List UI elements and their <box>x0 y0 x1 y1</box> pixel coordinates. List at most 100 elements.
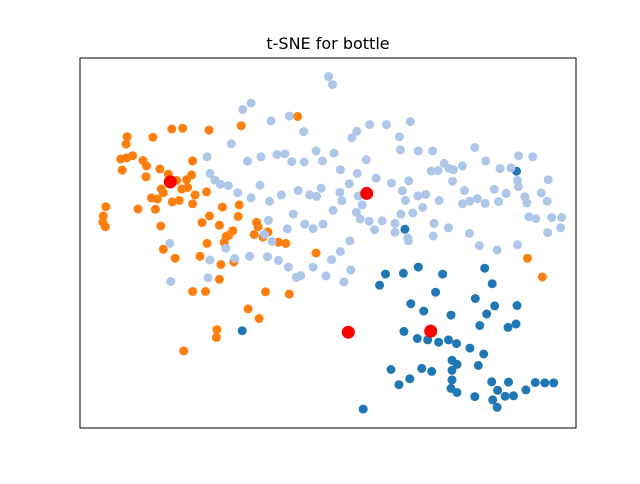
scatter-point-series-2-86 <box>522 198 532 208</box>
scatter-point-series-2-100 <box>428 231 438 241</box>
scatter-point-series-2-136 <box>264 215 273 225</box>
scatter-point-series-2-92 <box>557 213 567 222</box>
scatter-point-series-2-70 <box>371 173 381 183</box>
scatter-point-series-2-99 <box>429 218 439 228</box>
scatter-point-series-2-93 <box>531 214 541 224</box>
scatter-point-series-2-38 <box>357 200 367 210</box>
scatter-point-series-2-125 <box>308 224 318 234</box>
scatter-point-series-0-45 <box>500 391 510 401</box>
scatter-point-series-2-67 <box>344 179 354 189</box>
scatter-point-series-2-131 <box>377 216 387 226</box>
scatter-point-series-2-123 <box>282 224 292 234</box>
points-layer <box>98 72 567 414</box>
scatter-point-series-2-20 <box>481 156 491 166</box>
scatter-point-series-2-24 <box>528 152 538 162</box>
scatter-point-series-1-66 <box>201 287 210 296</box>
scatter-point-series-2-134 <box>267 237 277 246</box>
scatter-point-series-1-0 <box>293 112 303 121</box>
scatter-point-series-0-31 <box>386 365 396 374</box>
scatter-point-series-1-73 <box>211 332 221 342</box>
scatter-point-series-2-53 <box>210 175 220 185</box>
scatter-point-series-1-14 <box>141 172 151 182</box>
scatter-point-series-2-21 <box>495 164 505 174</box>
scatter-point-series-1-61 <box>170 253 180 263</box>
scatter-point-series-1-7 <box>121 139 131 149</box>
scatter-point-series-0-39 <box>473 361 483 370</box>
scatter-point-series-2-102 <box>370 225 380 235</box>
scatter-point-series-2-25 <box>543 175 553 185</box>
scatter-point-series-0-42 <box>493 385 503 395</box>
scatter-point-series-1-65 <box>214 274 224 284</box>
scatter-point-series-1-11 <box>122 153 132 163</box>
scatter-point-series-0-16 <box>482 309 492 319</box>
scatter-point-series-1-19 <box>188 156 198 166</box>
scatter-point-series-2-95 <box>492 245 502 255</box>
scatter-point-series-1-20 <box>187 170 197 180</box>
plot-area <box>80 58 576 428</box>
scatter-point-series-1-60 <box>158 244 168 254</box>
scatter-point-series-0-11 <box>446 310 456 320</box>
centroid-marker-2 <box>341 325 355 339</box>
scatter-point-series-2-75 <box>421 190 431 199</box>
scatter-point-series-2-43 <box>316 183 326 193</box>
scatter-point-series-0-23 <box>423 335 433 345</box>
scatter-point-series-0-34 <box>417 363 427 373</box>
scatter-point-series-2-71 <box>387 178 396 188</box>
scatter-point-series-2-120 <box>165 238 175 248</box>
scatter-point-series-0-1 <box>400 224 410 234</box>
scatter-point-series-2-66 <box>335 165 345 175</box>
scatter-point-series-2-91 <box>556 223 566 233</box>
scatter-point-series-1-41 <box>146 193 156 203</box>
scatter-point-series-2-109 <box>308 262 318 272</box>
scatter-point-series-1-54 <box>101 202 111 212</box>
scatter-point-series-0-25 <box>452 339 461 349</box>
scatter-point-series-2-50 <box>233 188 243 198</box>
scatter-point-series-2-58 <box>256 152 266 162</box>
scatter-point-series-2-42 <box>312 191 322 201</box>
scatter-point-series-1-24 <box>188 199 198 209</box>
scatter-point-series-2-135 <box>260 230 269 239</box>
scatter-point-series-2-132 <box>390 227 400 237</box>
scatter-point-series-1-40 <box>158 188 168 198</box>
scatter-point-series-2-130 <box>364 216 374 226</box>
scatter-point-series-2-31 <box>457 199 467 209</box>
scatter-point-series-2-72 <box>397 186 407 196</box>
scatter-point-series-0-13 <box>444 335 453 345</box>
scatter-point-series-1-28 <box>150 204 160 214</box>
scatter-point-series-2-88 <box>542 196 552 206</box>
scatter-point-series-0-22 <box>412 334 422 343</box>
scatter-point-series-1-48 <box>311 248 321 258</box>
scatter-point-series-1-39 <box>167 197 177 207</box>
scatter-point-series-0-8 <box>487 279 497 289</box>
scatter-point-series-2-124 <box>300 219 310 229</box>
scatter-point-series-2-10 <box>382 120 391 130</box>
scatter-point-series-1-42 <box>205 211 214 221</box>
scatter-point-series-0-20 <box>512 301 522 310</box>
scatter-point-series-1-63 <box>216 260 226 269</box>
scatter-point-series-0-41 <box>487 377 497 387</box>
scatter-point-series-1-68 <box>243 304 253 314</box>
scatter-point-series-0-14 <box>470 294 480 303</box>
scatter-point-series-2-35 <box>396 209 406 219</box>
scatter-point-series-0-47 <box>521 385 531 395</box>
scatter-point-series-2-54 <box>205 168 215 178</box>
scatter-point-series-1-2 <box>204 125 214 135</box>
scatter-point-series-2-60 <box>280 149 290 159</box>
scatter-point-series-0-17 <box>490 301 500 311</box>
scatter-point-series-2-62 <box>299 157 309 167</box>
scatter-point-series-2-107 <box>339 277 349 287</box>
scatter-point-series-1-49 <box>522 253 532 263</box>
scatter-point-series-2-26 <box>536 188 546 198</box>
scatter-point-series-2-0 <box>324 72 333 81</box>
scatter-point-series-2-113 <box>273 255 283 265</box>
scatter-point-series-2-112 <box>283 262 293 272</box>
scatter-point-series-2-94 <box>513 240 522 250</box>
scatter-point-series-2-13 <box>395 145 405 155</box>
scatter-point-series-1-69 <box>261 287 270 297</box>
scatter-point-series-2-89 <box>547 213 557 222</box>
scatter-point-series-1-25 <box>190 190 200 200</box>
scatter-point-series-0-48 <box>530 378 540 387</box>
scatter-point-series-0-46 <box>509 391 518 401</box>
scatter-point-series-2-15 <box>428 146 438 156</box>
